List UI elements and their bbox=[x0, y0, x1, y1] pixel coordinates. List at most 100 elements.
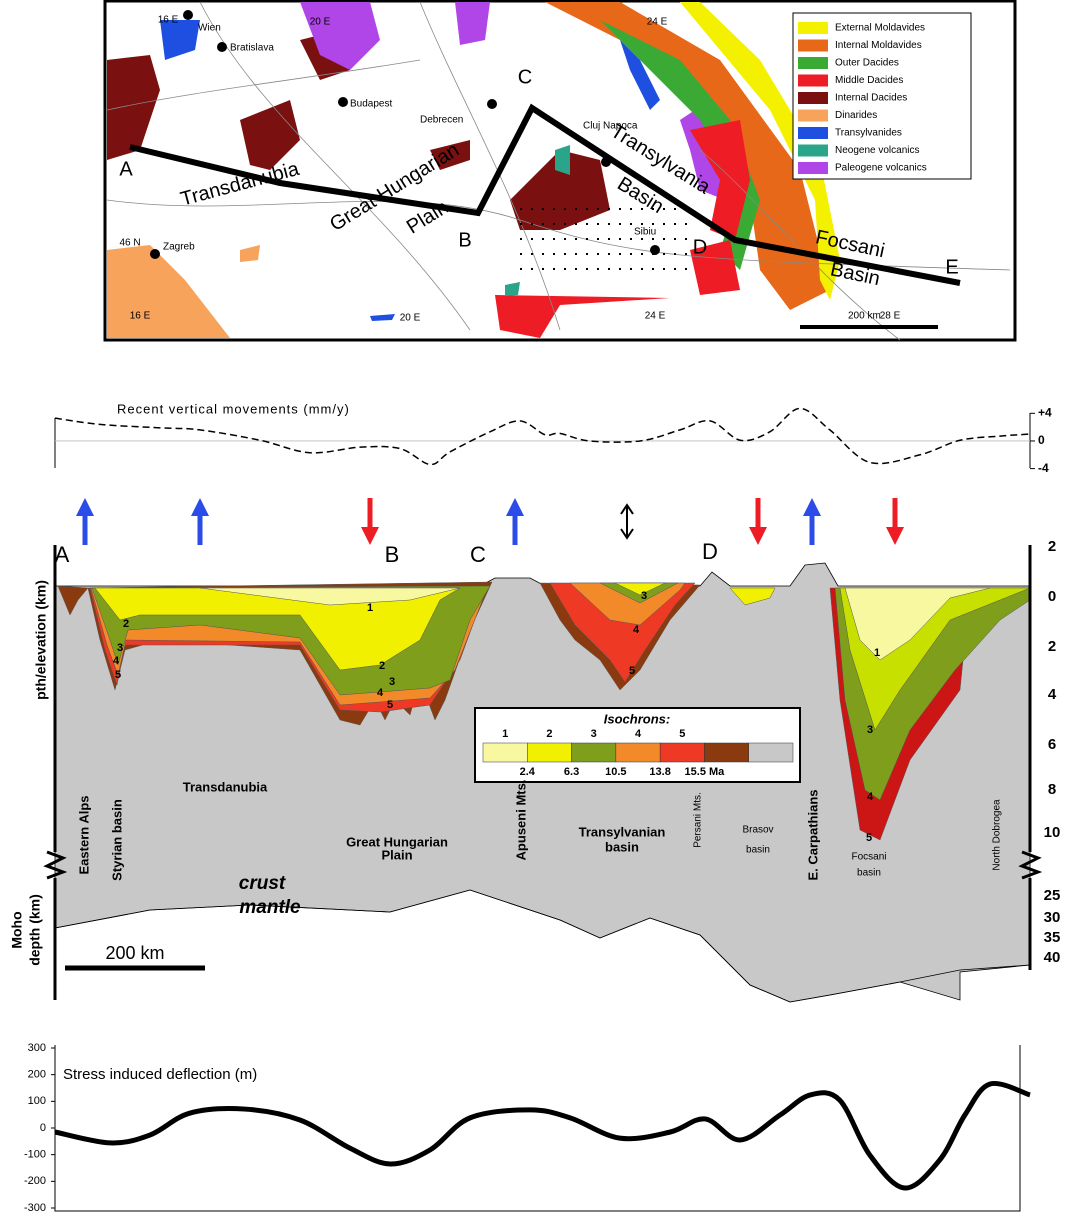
city-dot bbox=[183, 10, 193, 20]
map-dot bbox=[564, 238, 566, 240]
map-dot bbox=[575, 238, 577, 240]
map-dot bbox=[564, 223, 566, 225]
section-region-label: Plain bbox=[381, 847, 412, 862]
map-dot bbox=[652, 238, 654, 240]
arrow-head bbox=[749, 527, 767, 545]
moho-tick: 35 bbox=[1044, 929, 1061, 946]
map-dot bbox=[630, 208, 632, 210]
city-dot bbox=[650, 245, 660, 255]
map-dot bbox=[553, 223, 555, 225]
map-dot bbox=[630, 223, 632, 225]
map-dot bbox=[575, 208, 577, 210]
map-dot bbox=[685, 268, 687, 270]
map-dot bbox=[531, 208, 533, 210]
map-dot bbox=[542, 223, 544, 225]
map-grid-label: 24 E bbox=[647, 17, 668, 28]
map-dot bbox=[619, 253, 621, 255]
section-point: C bbox=[470, 542, 486, 567]
map-dot bbox=[586, 253, 588, 255]
double-arrow bbox=[621, 505, 633, 538]
arrow-head bbox=[76, 498, 94, 516]
layer-number: 4 bbox=[113, 655, 120, 667]
isochron-swatch bbox=[483, 743, 527, 762]
y-tick-label: 300 bbox=[28, 1042, 46, 1054]
map-dot bbox=[597, 208, 599, 210]
map-dot bbox=[553, 238, 555, 240]
map-dot bbox=[608, 253, 610, 255]
map-dot bbox=[608, 238, 610, 240]
y-tick-label: -200 bbox=[24, 1175, 46, 1187]
arrow-head bbox=[803, 498, 821, 516]
layer-number: 3 bbox=[117, 642, 123, 654]
section-region-label: Transylvanian bbox=[579, 824, 666, 839]
layer-number: 3 bbox=[389, 676, 395, 688]
map-dot bbox=[674, 268, 676, 270]
section-region-label: North Dobrogea bbox=[992, 799, 1003, 871]
section-region-label: basin bbox=[857, 868, 881, 879]
legend-swatch bbox=[798, 162, 828, 174]
isochron-number: 5 bbox=[679, 728, 685, 740]
map-dot bbox=[674, 238, 676, 240]
map-grid-label: 16 E bbox=[158, 15, 179, 26]
map-dot bbox=[641, 268, 643, 270]
layer-number: 1 bbox=[367, 602, 373, 614]
map-dot bbox=[520, 208, 522, 210]
map-grid-label: 24 E bbox=[645, 311, 666, 322]
map-dot bbox=[531, 223, 533, 225]
moho-tick: 40 bbox=[1044, 949, 1061, 966]
legend-label: Transylvanides bbox=[835, 128, 902, 139]
section-region-label: Persani Mts. bbox=[693, 792, 704, 848]
map-dot bbox=[575, 223, 577, 225]
isochron-number: 3 bbox=[591, 728, 597, 740]
map-dot bbox=[597, 223, 599, 225]
map-dot bbox=[520, 253, 522, 255]
layer-number: 4 bbox=[633, 624, 640, 636]
isochron-age: 13.8 bbox=[649, 766, 670, 778]
map-dot bbox=[641, 238, 643, 240]
arrow-head bbox=[506, 498, 524, 516]
map-grid-label: 20 E bbox=[400, 313, 421, 324]
legend-swatch bbox=[798, 75, 828, 87]
section-region-label: Transdanubia bbox=[183, 779, 268, 794]
legend-swatch bbox=[798, 57, 828, 69]
map-dot bbox=[663, 253, 665, 255]
moho-axis-label: depth (km) bbox=[27, 894, 43, 966]
map-dot bbox=[619, 238, 621, 240]
profile-point: D bbox=[693, 236, 707, 258]
city-label: Sibiu bbox=[634, 227, 656, 238]
section-region-label: Styrian basin bbox=[109, 799, 124, 881]
layer-number: 5 bbox=[629, 665, 635, 677]
isochron-swatch bbox=[572, 743, 616, 762]
layer-number: 3 bbox=[641, 590, 647, 602]
legend-label: Paleogene volcanics bbox=[835, 163, 927, 174]
arrow-head bbox=[191, 498, 209, 516]
city-label: Bratislava bbox=[230, 43, 274, 54]
movement-axes bbox=[55, 413, 1030, 468]
layer-number: 3 bbox=[867, 724, 873, 736]
map-dot bbox=[520, 223, 522, 225]
profile-point: A bbox=[119, 158, 133, 180]
section-region-label: Apuseni Mts. bbox=[513, 780, 528, 861]
map-dot bbox=[564, 208, 566, 210]
isochron-age: 15.5 Ma bbox=[685, 766, 726, 778]
y-tick-label: -4 bbox=[1038, 461, 1049, 475]
city-dot bbox=[338, 97, 348, 107]
section-region-label: basin bbox=[605, 839, 639, 854]
y-tick-label: 0 bbox=[40, 1122, 46, 1134]
section-point: B bbox=[385, 542, 400, 567]
map-dot bbox=[674, 223, 676, 225]
map-dot bbox=[641, 253, 643, 255]
chart-title: Stress induced deflection (m) bbox=[63, 1066, 257, 1083]
arrow-head bbox=[886, 527, 904, 545]
isochron-number: 2 bbox=[546, 728, 552, 740]
map-dot bbox=[652, 268, 654, 270]
section-region-label: Focsani bbox=[851, 852, 886, 863]
map-dot bbox=[630, 268, 632, 270]
isochron-age: 6.3 bbox=[564, 766, 579, 778]
map-dot bbox=[531, 268, 533, 270]
map-dot bbox=[586, 223, 588, 225]
layer-number: 1 bbox=[874, 647, 880, 659]
map-dot bbox=[685, 253, 687, 255]
map-grid-label: 46 N bbox=[119, 238, 140, 249]
isochron-swatch bbox=[704, 743, 748, 762]
